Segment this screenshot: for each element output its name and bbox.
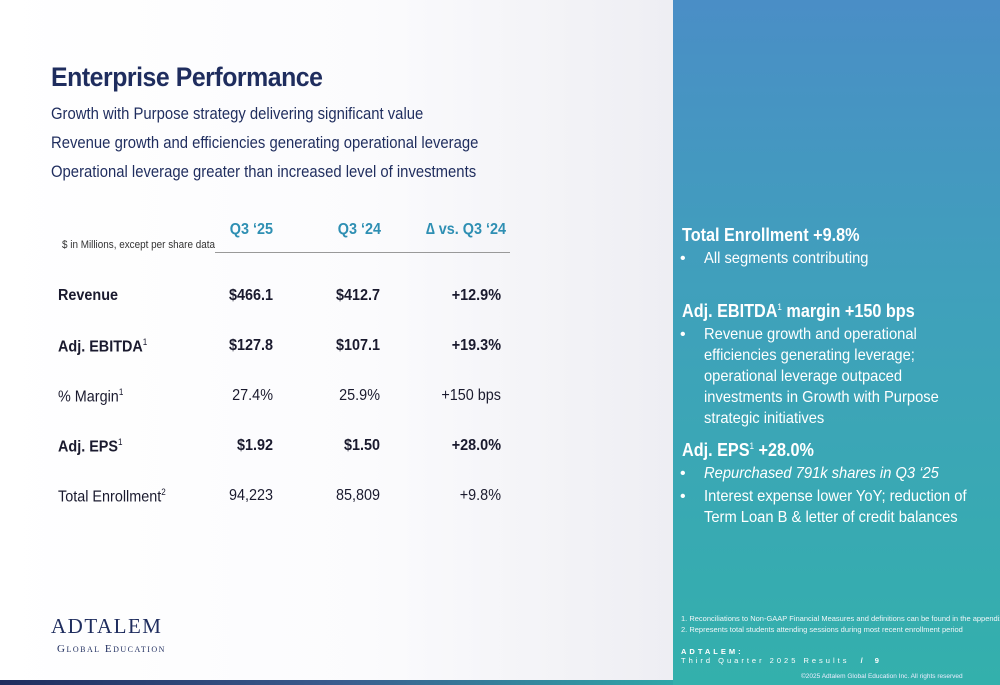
bullet-icon: • — [680, 465, 686, 482]
highlight-heading-eps: Adj. EPS1 +28.0% — [682, 440, 814, 460]
row-label-adj-eps: Adj. EPS1 — [58, 437, 123, 456]
content-panel — [0, 0, 673, 685]
highlight-bullet: • Revenue growth and operational efficie… — [680, 326, 939, 427]
cell-eps-delta: +28.0% — [451, 437, 501, 454]
cell-ebitda-q3-24: $107.1 — [335, 337, 380, 354]
cell-margin-q3-25: 27.4% — [232, 387, 273, 404]
highlight-bullet: • Interest expense lower YoY; reduction … — [680, 488, 967, 526]
cell-enrollment-delta: +9.8% — [459, 487, 501, 504]
cell-eps-q3-25: $1.92 — [236, 437, 273, 454]
bullet-icon: • — [680, 326, 686, 343]
cell-margin-q3-24: 25.9% — [339, 387, 380, 404]
footnote-marker: 1 — [777, 302, 782, 312]
copyright: ©2025 Adtalem Global Education Inc. All … — [801, 673, 963, 680]
column-header-q3-25: Q3 ‘25 — [229, 221, 273, 238]
footnote-2: 2. Represents total students attending s… — [681, 625, 963, 634]
footnote-marker: 1 — [118, 437, 123, 447]
row-label-adj-ebitda: Adj. EBITDA1 — [58, 337, 148, 356]
footnote-marker: 1 — [749, 441, 755, 451]
footnote-1: 1. Reconciliations to Non-GAAP Financial… — [681, 614, 1000, 623]
cell-enrollment-q3-24: 85,809 — [335, 487, 380, 504]
logo-wordmark: ADTALEM — [51, 614, 163, 638]
subtitle-line-2: Revenue growth and efficiencies generati… — [51, 134, 479, 152]
page-number: 9 — [874, 656, 882, 665]
logo-tagline: Global Education — [57, 643, 166, 655]
column-header-q3-24: Q3 ‘24 — [337, 221, 381, 238]
bottom-accent-bar — [0, 680, 673, 685]
cell-eps-q3-24: $1.50 — [343, 437, 380, 454]
cell-revenue-delta: +12.9% — [451, 287, 501, 304]
row-label-revenue: Revenue — [58, 287, 119, 304]
row-label-total-enrollment: Total Enrollment2 — [58, 487, 166, 506]
highlights-panel: Total Enrollment +9.8% • All segments co… — [673, 0, 1000, 685]
cell-ebitda-delta: +19.3% — [451, 337, 501, 354]
bullet-icon: • — [680, 488, 686, 505]
footnote-marker: 2 — [161, 487, 166, 497]
highlight-heading-enrollment: Total Enrollment +9.8% — [682, 225, 860, 245]
cell-enrollment-q3-25: 94,223 — [228, 487, 273, 504]
subtitle-line-3: Operational leverage greater than increa… — [51, 163, 477, 181]
highlight-heading-ebitda: Adj. EBITDA1 margin +150 bps — [682, 301, 915, 321]
cell-revenue-q3-25: $466.1 — [228, 287, 273, 304]
cell-revenue-q3-24: $412.7 — [335, 287, 380, 304]
footnote-marker: 1 — [142, 337, 148, 347]
footer-brand: ADTALEM: Third Quarter 2025 Results / 9 — [681, 647, 882, 665]
subtitle-line-1: Growth with Purpose strategy delivering … — [51, 105, 424, 123]
highlight-bullet: • Repurchased 791k shares in Q3 ‘25 — [680, 465, 939, 482]
header-divider — [215, 252, 510, 253]
page-title: Enterprise Performance — [51, 62, 323, 92]
bullet-icon: • — [680, 250, 686, 267]
footnote-marker: 1 — [118, 387, 124, 397]
highlight-bullet: • All segments contributing — [680, 250, 869, 267]
row-label-margin: % Margin1 — [58, 387, 124, 406]
adtalem-logo: ADTALEM Global Education — [51, 614, 166, 655]
cell-margin-delta: +150 bps — [441, 387, 501, 404]
column-header-delta: ∆ vs. Q3 ‘24 — [425, 221, 506, 238]
cell-ebitda-q3-25: $127.8 — [228, 337, 273, 354]
units-note: $ in Millions, except per share data — [62, 239, 215, 251]
